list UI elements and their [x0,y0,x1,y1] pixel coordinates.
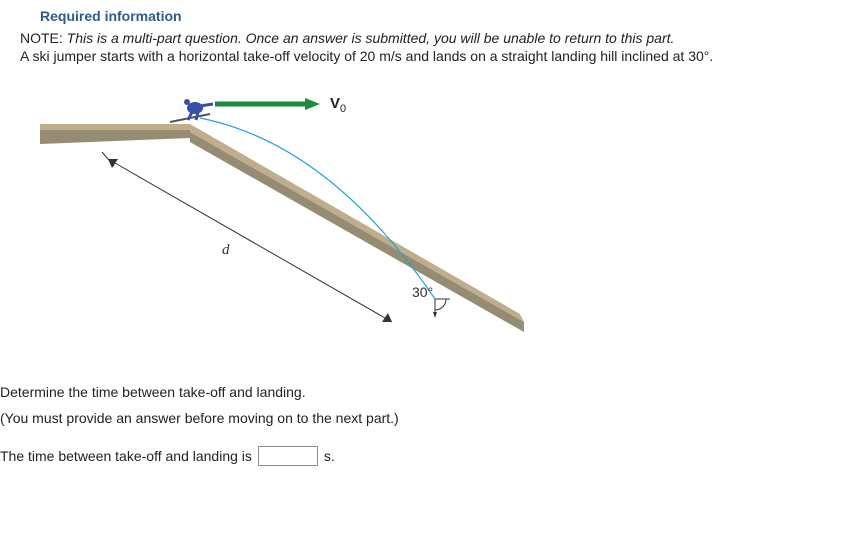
answer-row: The time between take-off and landing is… [0,446,833,466]
note-text: This is a multi-part question. Once an a… [67,30,675,46]
hill-top-surface [190,124,524,322]
required-info-heading: Required information [40,8,833,24]
velocity-arrow-head [305,98,320,110]
svg-text:30°: 30° [412,284,433,300]
question-prompt: Determine the time between take-off and … [0,384,833,400]
answer-unit: s. [324,448,335,464]
ski-jump-diagram: V 0 d [40,74,540,364]
svg-text:d: d [222,242,230,258]
answer-label: The time between take-off and landing is [0,448,252,464]
skier-figure [170,99,213,122]
velocity-label: V [330,95,340,112]
velocity-subscript: 0 [340,103,346,115]
distance-dimension: d [102,152,392,322]
angle-marker: 30° [412,284,450,318]
problem-statement: A ski jumper starts with a horizontal ta… [20,48,833,64]
answer-input[interactable] [258,446,318,466]
question-hint: (You must provide an answer before movin… [0,410,833,426]
platform-edge [40,130,190,144]
platform-top [40,124,190,130]
note-line: NOTE: This is a multi-part question. Onc… [20,30,833,46]
note-label: NOTE: [20,30,63,46]
